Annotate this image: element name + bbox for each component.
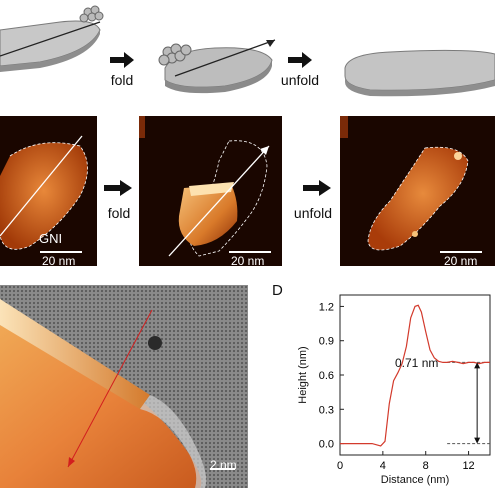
y-tick-label: 0.0 — [319, 439, 334, 451]
height-profile-chart: 0 4 8 12 0.0 0.3 0.6 0.9 1.2 Distance (nm) Heigh… — [297, 294, 491, 486]
unfold-arrow-mid — [303, 180, 331, 196]
axis-ticks: 0 4 8 12 0.0 0.3 0.6 0.9 1.2 — [319, 301, 475, 472]
scale-label-1: 20 nm — [42, 254, 76, 266]
reference-lines — [447, 361, 490, 445]
model-sheet-folded — [158, 39, 276, 94]
model-illustrations — [0, 5, 495, 97]
fold-arrow-top — [110, 52, 134, 68]
scale-label-2: 20 nm — [231, 254, 265, 266]
x-tick-label: 8 — [423, 460, 429, 472]
mid-fold-label: fold — [107, 205, 131, 221]
stm-image — [0, 285, 248, 488]
x-tick-label: 12 — [462, 460, 474, 472]
afm-image-folded — [139, 116, 282, 266]
y-axis-label: Height (nm) — [297, 346, 309, 403]
unfold-arrow-top — [288, 52, 312, 68]
annotation-arrow-head — [474, 362, 481, 369]
y-tick-label: 0.9 — [319, 336, 334, 348]
y-tick-label: 1.2 — [319, 301, 334, 313]
panel-letter-d: D — [272, 282, 283, 299]
model-sheet-flat-2 — [344, 49, 495, 97]
afm-image-unfolded — [340, 116, 495, 266]
scale-label-3: 20 nm — [444, 254, 478, 266]
top-unfold-label: unfold — [280, 72, 320, 88]
y-tick-label: 0.3 — [319, 404, 334, 416]
plot-frame — [339, 294, 491, 456]
afm-panel-before: GNI 20 nm — [0, 116, 97, 266]
afm-image-before — [0, 116, 97, 266]
x-tick-label: 4 — [380, 460, 386, 472]
y-tick-label: 0.6 — [319, 370, 334, 382]
annotation-arrow-head — [474, 437, 481, 444]
height-annotation — [474, 362, 481, 444]
x-axis-label: Distance (nm) — [381, 474, 449, 486]
top-fold-label: fold — [110, 72, 134, 88]
height-curve — [340, 304, 490, 447]
model-sheet-flat-1 — [0, 5, 104, 72]
stm-panel: 2 nm — [0, 285, 248, 488]
scale-label-stm: 2 nm — [210, 458, 237, 472]
afm-panel-folded: 20 nm — [139, 116, 282, 266]
x-tick-label: 0 — [337, 460, 343, 472]
afm-panel-unfolded: 20 nm — [340, 116, 495, 266]
annotation-label: 0.71 nm — [395, 356, 439, 370]
fold-arrow-mid — [104, 180, 132, 196]
gni-label: GNI — [39, 231, 63, 246]
mid-unfold-label: unfold — [293, 205, 333, 221]
